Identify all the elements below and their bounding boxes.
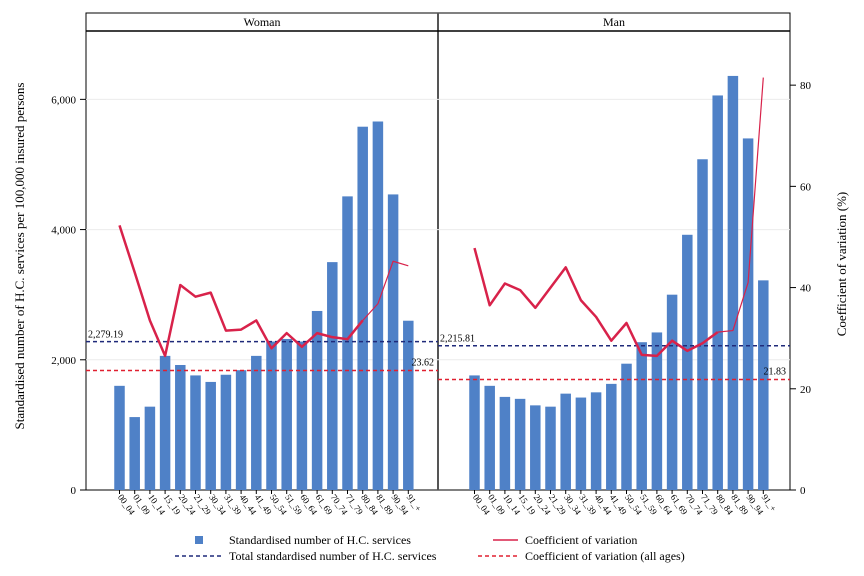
cv-line [118, 224, 364, 358]
axes: 02,0004,0006,00002040608000_0401_0910_14… [51, 80, 811, 517]
bar [712, 95, 723, 490]
cv-line [473, 247, 719, 358]
bar [357, 126, 368, 490]
bar [530, 405, 541, 490]
bar [469, 375, 480, 490]
bar [342, 196, 353, 490]
bar [372, 121, 384, 491]
y-right-tick-label: 80 [800, 80, 812, 92]
cv-all-reference-label: 21.83 [764, 367, 787, 378]
bar [621, 363, 632, 490]
y-right-tick-label: 0 [800, 485, 806, 497]
y-left-tick-label: 0 [71, 485, 77, 497]
legend-cv-label: Coefficient of variation [525, 533, 637, 547]
reference-lines: 2,279.19 23.62 2,215.81 21.83 [86, 330, 790, 381]
bar [296, 341, 308, 490]
legend-bar-label: Standardised number of H.C. services [229, 533, 411, 547]
bar [697, 159, 708, 490]
bar [636, 342, 647, 490]
bar [682, 234, 693, 490]
y-left-tick-label: 4,000 [51, 225, 76, 237]
cv-line-tail [717, 77, 764, 333]
y-axis-right-label: Coefficient of variation (%) [834, 192, 849, 337]
panel-title-man: Man [603, 15, 625, 29]
bar [545, 406, 556, 490]
legend-bar-swatch [195, 536, 203, 544]
y-left-tick-label: 6,000 [51, 94, 76, 106]
bar [575, 397, 587, 490]
bar [560, 393, 571, 490]
bar [144, 406, 156, 490]
total-reference-label: 2,279.19 [88, 330, 123, 341]
bar [281, 338, 292, 490]
bar [484, 385, 495, 490]
bar [742, 138, 754, 490]
bar [220, 374, 232, 490]
y-right-tick-label: 60 [800, 181, 812, 193]
bar [727, 75, 739, 490]
bar [403, 320, 414, 490]
bar [651, 332, 663, 490]
bar [159, 355, 171, 490]
bar [590, 392, 602, 490]
legend: Standardised number of H.C. services Coe… [175, 533, 685, 563]
bar [235, 370, 247, 490]
bar [666, 294, 678, 490]
bar [205, 381, 216, 490]
bar [175, 364, 186, 490]
y-axis-left-label: Standardised number of H.C. services per… [12, 83, 27, 430]
bar [606, 383, 617, 490]
bar [514, 398, 526, 490]
bar [114, 385, 125, 490]
legend-total-label: Total standardised number of H.C. servic… [229, 549, 437, 563]
bar [327, 262, 338, 490]
bar [758, 280, 769, 490]
bars [114, 75, 769, 491]
cv-lines [118, 77, 764, 358]
panel-title-woman: Woman [243, 15, 280, 29]
cv-line-tail [362, 260, 409, 321]
total-reference-label: 2,215.81 [440, 334, 475, 345]
y-right-tick-label: 40 [800, 283, 812, 295]
bar [387, 194, 399, 490]
legend-cv-all-label: Coefficient of variation (all ages) [525, 549, 685, 563]
y-left-tick-label: 2,000 [51, 355, 76, 367]
bar [499, 396, 511, 490]
bar [190, 375, 201, 490]
y-right-tick-label: 20 [800, 384, 812, 396]
bar [266, 341, 277, 490]
bar [251, 355, 262, 490]
cv-all-reference-label: 23.62 [412, 357, 435, 368]
bar [129, 417, 140, 490]
bar [311, 310, 323, 490]
